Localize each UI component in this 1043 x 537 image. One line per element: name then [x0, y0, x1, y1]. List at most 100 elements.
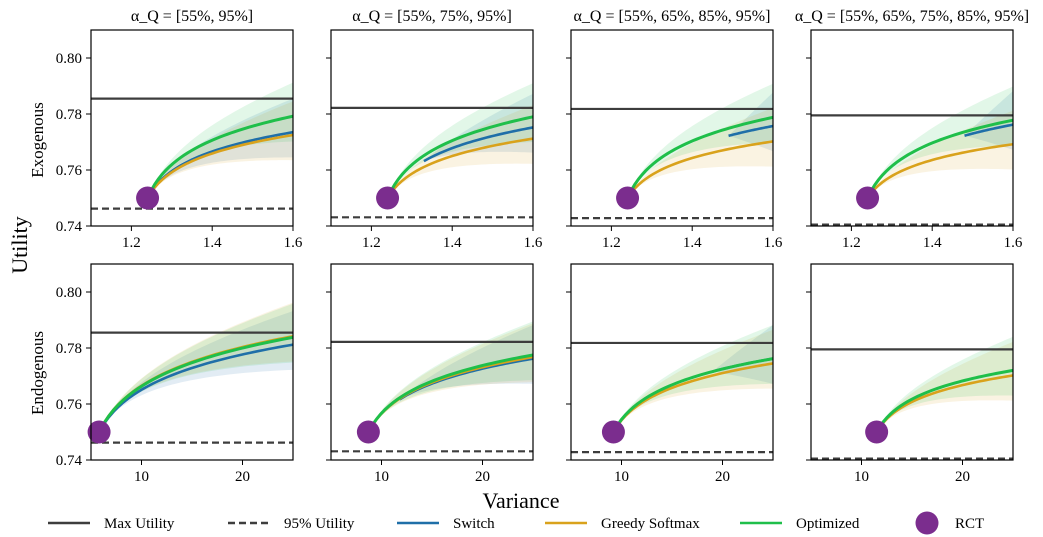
axes-frame	[810, 263, 1014, 461]
panel-title: α_Q = [55%, 75%, 95%]	[352, 8, 512, 25]
x-tick-label: 1.2	[602, 235, 621, 251]
series-optimized	[367, 353, 533, 433]
legend-item-95-utility: 95% Utility	[228, 516, 355, 532]
band-greedy-softmax	[387, 105, 533, 198]
series-optimized	[612, 357, 773, 433]
plot-area	[571, 325, 773, 454]
x-tick-label: 1.6	[284, 235, 303, 251]
x-tick-label: 20	[955, 469, 970, 485]
x-tick-label: 20	[715, 469, 730, 485]
x-axis-label: Variance	[483, 488, 560, 513]
x-tick-label: 1.4	[203, 235, 222, 251]
x-tick-label: 1.2	[362, 235, 381, 251]
band-optimized	[627, 83, 773, 198]
x-tick-label: 1.6	[524, 235, 543, 251]
rct-marker	[865, 420, 889, 444]
legend-item-switch: Switch	[397, 516, 495, 532]
panel-title: α_Q = [55%, 65%, 85%, 95%]	[574, 8, 771, 25]
series-optimized	[866, 118, 1013, 199]
band-optimized	[867, 86, 1013, 198]
axes-frame	[330, 29, 534, 227]
panel-exogenous-4: 1.2 1.4 1.6 α_Q = [55%, 65%, 75%, 85%, 95%]	[795, 8, 1029, 251]
plot-area	[331, 321, 533, 453]
x-tick-label: 10	[614, 469, 629, 485]
panel-title: α_Q = [55%, 65%, 75%, 85%, 95%]	[795, 8, 1029, 25]
x-tick-label: 10	[374, 469, 389, 485]
y-tick-label: 0.74	[56, 219, 83, 235]
legend-marker-rct	[915, 511, 939, 535]
plot-area	[91, 82, 293, 210]
series-greedy-softmax	[612, 362, 773, 433]
series-switch	[423, 126, 533, 163]
legend: Max Utility 95% Utility Switch Greedy Softm…	[48, 511, 984, 535]
plot-area	[571, 83, 773, 220]
panel-endogenous-2: 10 20	[326, 263, 534, 485]
x-tick-label: 10	[854, 469, 869, 485]
x-tick-label: 1.4	[923, 235, 942, 251]
series-switch	[728, 124, 773, 138]
x-tick-label: 20	[475, 469, 490, 485]
plot-area	[331, 83, 533, 219]
x-tick-label: 1.4	[683, 235, 702, 251]
x-tick-label: 1.6	[764, 235, 783, 251]
series-optimized	[875, 368, 1013, 433]
legend-item-max-utility: Max Utility	[48, 516, 175, 532]
plot-area	[811, 336, 1013, 460]
series-greedy-softmax	[866, 142, 1013, 199]
plot-area	[91, 302, 293, 444]
rct-marker	[856, 186, 880, 210]
legend-label: RCT	[955, 516, 984, 532]
legend-label: Switch	[453, 516, 495, 532]
x-tick-label: 1.4	[443, 235, 462, 251]
row-label-endogenous: Endogenous	[28, 331, 47, 415]
legend-item-optimized: Optimized	[740, 516, 860, 532]
x-tick-label: 1.2	[122, 235, 141, 251]
y-axis-label: Utility	[7, 216, 32, 273]
x-tick-label: 1.6	[1004, 235, 1023, 251]
series-optimized	[146, 114, 293, 199]
panel-endogenous-4: 10 20	[806, 263, 1014, 485]
series-optimized	[626, 115, 773, 199]
rct-marker	[136, 186, 160, 210]
x-tick-label: 10	[134, 469, 149, 485]
axes-frame	[90, 263, 294, 461]
y-tick-label: 0.74	[56, 453, 83, 469]
axes-frame	[570, 29, 774, 227]
axes-frame	[810, 29, 1014, 227]
legend-item-greedy-softmax: Greedy Softmax	[545, 516, 700, 532]
rct-marker	[616, 186, 640, 210]
x-tick-label: 20	[235, 469, 250, 485]
panel-title: α_Q = [55%, 95%]	[131, 8, 253, 25]
legend-item-rct: RCT	[915, 511, 984, 535]
panel-exogenous-1: 1.2 1.4 1.6 0.74 0.76 0.78 0.80 α_Q = [55%, 95%…	[56, 8, 303, 251]
series-greedy-softmax	[146, 133, 293, 199]
band-greedy-softmax	[627, 107, 773, 198]
axes-frame	[90, 29, 294, 227]
rct-marker	[87, 420, 111, 444]
series-switch	[97, 343, 293, 433]
y-tick-label: 0.80	[56, 285, 82, 301]
legend-label: 95% Utility	[284, 516, 355, 532]
rct-marker	[376, 186, 400, 210]
y-tick-label: 0.78	[56, 107, 82, 123]
axes-frame	[330, 263, 534, 461]
x-tick-label: 1.2	[842, 235, 861, 251]
series-optimized	[386, 115, 533, 199]
panel-endogenous-1: 10 20 0.74 0.76 0.78 0.80	[56, 263, 294, 485]
y-tick-label: 0.76	[56, 397, 83, 413]
y-tick-label: 0.76	[56, 163, 83, 179]
panel-exogenous-3: 1.2 1.4 1.6 α_Q = [55%, 65%, 85%, 95%]	[566, 8, 783, 251]
panel-exogenous-2: 1.2 1.4 1.6 α_Q = [55%, 75%, 95%]	[326, 8, 543, 251]
row-label-exogenous: Exogenous	[28, 102, 47, 178]
series-switch	[964, 123, 1013, 137]
legend-label: Optimized	[796, 516, 860, 532]
series-optimized	[97, 335, 293, 433]
panels: 1.2 1.4 1.6 0.74 0.76 0.78 0.80 α_Q = [55%, 95%…	[56, 8, 1029, 485]
axes-frame	[570, 263, 774, 461]
band-optimized	[876, 336, 1013, 432]
series-greedy-softmax	[386, 137, 533, 199]
legend-label: Max Utility	[104, 516, 175, 532]
rct-marker	[601, 420, 625, 444]
series-greedy-softmax	[875, 374, 1013, 433]
